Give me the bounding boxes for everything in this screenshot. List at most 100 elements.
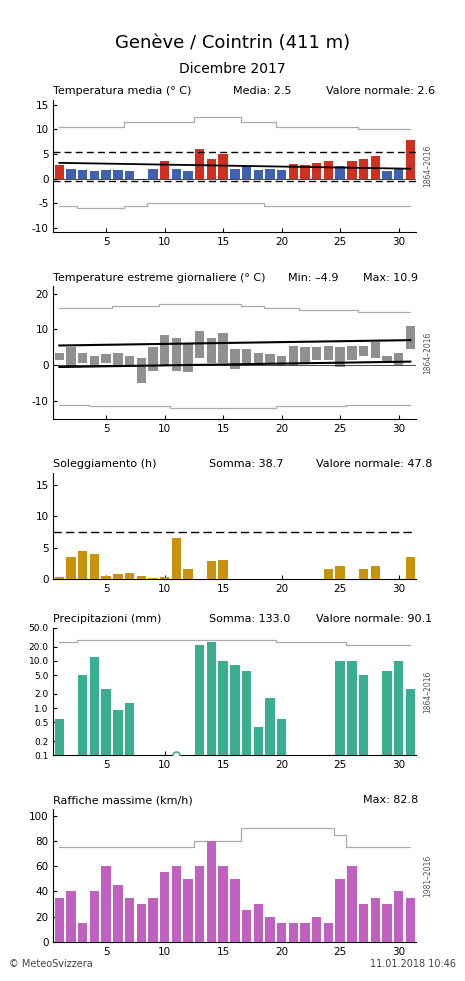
Bar <box>405 140 415 179</box>
Bar <box>359 569 368 579</box>
Bar <box>219 660 228 755</box>
Text: Max: 82.8: Max: 82.8 <box>363 796 418 805</box>
Bar <box>324 569 333 579</box>
Bar <box>125 702 134 755</box>
Bar <box>55 719 64 755</box>
Bar <box>382 904 392 942</box>
Bar <box>78 550 87 579</box>
Bar <box>219 333 228 363</box>
Bar <box>125 573 134 579</box>
Bar <box>101 689 111 755</box>
Bar <box>312 347 321 360</box>
Text: © MeteoSvizzera: © MeteoSvizzera <box>9 959 93 969</box>
Bar <box>125 898 134 942</box>
Bar <box>312 916 321 942</box>
Bar <box>137 576 146 579</box>
Bar <box>347 866 357 942</box>
Bar <box>172 866 181 942</box>
Bar <box>242 671 251 755</box>
Bar <box>242 349 251 363</box>
Bar <box>382 671 392 755</box>
Text: Temperature estreme giornaliere (° C): Temperature estreme giornaliere (° C) <box>53 273 266 283</box>
Text: Raffiche massime (km/h): Raffiche massime (km/h) <box>53 796 193 805</box>
Bar <box>137 358 146 383</box>
Bar <box>371 156 380 179</box>
Bar <box>90 554 99 579</box>
Text: 1864–2016: 1864–2016 <box>423 670 432 713</box>
Bar <box>394 892 403 942</box>
Bar <box>207 159 216 179</box>
Bar <box>382 356 392 363</box>
Text: 1981–2016: 1981–2016 <box>423 854 432 897</box>
Bar <box>66 169 76 179</box>
Text: Soleggiamento (h): Soleggiamento (h) <box>53 459 157 469</box>
Bar <box>359 345 368 356</box>
Bar <box>335 566 345 579</box>
Bar <box>195 645 205 755</box>
Bar <box>324 345 333 360</box>
Text: Temperatura media (° C): Temperatura media (° C) <box>53 86 192 96</box>
Bar <box>253 352 263 365</box>
Bar <box>172 539 181 579</box>
Bar <box>172 338 181 371</box>
Bar <box>219 866 228 942</box>
Bar <box>289 345 298 365</box>
Bar <box>183 343 193 373</box>
Bar <box>55 352 64 360</box>
Bar <box>242 166 251 179</box>
Bar <box>148 578 158 579</box>
Bar <box>335 660 345 755</box>
Bar <box>195 866 205 942</box>
Bar <box>394 169 403 179</box>
Bar <box>183 879 193 942</box>
Bar <box>90 892 99 942</box>
Bar <box>113 574 122 579</box>
Text: Somma: 133.0: Somma: 133.0 <box>209 614 291 624</box>
Bar <box>265 698 275 755</box>
Bar <box>242 910 251 942</box>
Bar <box>371 566 380 579</box>
Bar <box>382 171 392 179</box>
Bar <box>253 170 263 179</box>
Bar <box>195 149 205 179</box>
Text: Precipitazioni (mm): Precipitazioni (mm) <box>53 614 162 624</box>
Bar <box>101 866 111 942</box>
Text: Min: –4.9: Min: –4.9 <box>288 273 339 283</box>
Text: 1864–2016: 1864–2016 <box>423 145 432 187</box>
Bar <box>66 892 76 942</box>
Bar <box>253 727 263 755</box>
Bar <box>335 347 345 367</box>
Bar <box>289 923 298 942</box>
Bar <box>312 163 321 179</box>
Bar <box>137 179 146 180</box>
Text: Valore normale: 47.8: Valore normale: 47.8 <box>316 459 432 469</box>
Bar <box>160 577 169 579</box>
Bar <box>125 171 134 179</box>
Bar <box>394 352 403 365</box>
Text: Max: 10.9: Max: 10.9 <box>363 273 418 283</box>
Text: 1864–2016: 1864–2016 <box>423 332 432 374</box>
Bar <box>335 879 345 942</box>
Bar <box>55 577 64 579</box>
Bar <box>335 166 345 179</box>
Bar <box>230 879 239 942</box>
Bar <box>160 872 169 942</box>
Bar <box>405 689 415 755</box>
Bar <box>359 675 368 755</box>
Bar <box>148 898 158 942</box>
Bar <box>277 719 286 755</box>
Bar <box>230 665 239 755</box>
Bar <box>289 164 298 179</box>
Bar <box>277 170 286 179</box>
Bar <box>230 349 239 369</box>
Bar <box>394 660 403 755</box>
Text: Dicembre 2017: Dicembre 2017 <box>179 62 286 76</box>
Text: Valore normale: 2.6: Valore normale: 2.6 <box>326 86 435 96</box>
Bar <box>277 923 286 942</box>
Bar <box>148 347 158 371</box>
Text: Somma: 38.7: Somma: 38.7 <box>209 459 284 469</box>
Bar <box>265 169 275 179</box>
Bar <box>371 342 380 358</box>
Bar <box>207 561 216 579</box>
Bar <box>277 356 286 365</box>
